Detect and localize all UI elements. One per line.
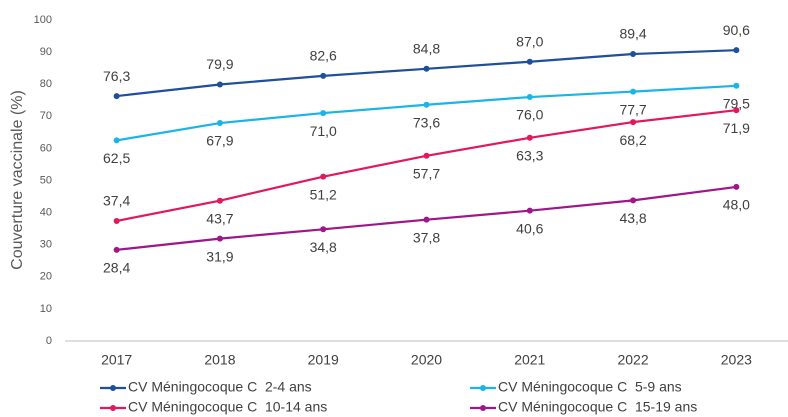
data-label: 48,0	[723, 197, 750, 213]
data-label: 79,5	[723, 96, 750, 112]
data-point	[423, 101, 430, 108]
data-point	[320, 72, 327, 79]
data-label: 57,7	[413, 165, 440, 181]
y-tick-label: 90	[40, 46, 52, 58]
data-point	[733, 183, 740, 190]
y-tick-label: 100	[34, 14, 52, 26]
y-tick-label: 60	[40, 142, 52, 154]
data-point	[216, 120, 223, 127]
x-tick-label: 2021	[514, 352, 545, 368]
data-label: 43,7	[206, 210, 233, 226]
y-tick-label: 40	[40, 207, 52, 219]
data-point	[320, 110, 327, 117]
y-tick-label: 0	[46, 335, 52, 347]
data-label: 63,3	[516, 148, 543, 164]
data-label: 84,8	[413, 40, 440, 56]
data-label: 68,2	[619, 132, 646, 148]
data-label: 73,6	[413, 114, 440, 130]
legend-marker	[110, 385, 116, 391]
data-point	[526, 94, 533, 101]
data-label: 31,9	[206, 248, 233, 264]
data-label: 51,2	[310, 186, 337, 202]
legend-marker	[480, 405, 486, 411]
x-tick-label: 2023	[721, 352, 752, 368]
data-point	[630, 51, 637, 58]
data-label: 62,5	[103, 150, 130, 166]
data-point	[423, 65, 430, 72]
data-point	[423, 152, 430, 159]
data-label: 89,4	[619, 26, 646, 42]
data-point	[733, 47, 740, 54]
data-point	[113, 217, 120, 224]
data-label: 76,0	[516, 107, 543, 123]
data-point	[526, 58, 533, 65]
data-label: 87,0	[516, 33, 543, 49]
data-label: 82,6	[310, 48, 337, 64]
data-point	[320, 173, 327, 180]
data-point	[526, 134, 533, 141]
legend-label: CV Méningocoque C 10-14 ans	[128, 399, 327, 415]
data-label: 79,9	[206, 56, 233, 72]
x-tick-label: 2019	[308, 352, 339, 368]
legend-label: CV Méningocoque C 2-4 ans	[128, 379, 312, 395]
data-label: 71,9	[723, 120, 750, 136]
x-tick-label: 2018	[204, 352, 235, 368]
data-point	[630, 197, 637, 204]
data-point	[733, 107, 740, 114]
y-tick-label: 20	[40, 271, 52, 283]
y-tick-label: 70	[40, 110, 52, 122]
data-point	[526, 207, 533, 214]
legend-marker	[480, 385, 486, 391]
data-point	[216, 197, 223, 204]
y-tick-label: 50	[40, 174, 52, 186]
data-point	[216, 235, 223, 242]
y-tick-label: 10	[40, 303, 52, 315]
x-tick-label: 2022	[617, 352, 648, 368]
legend-label: CV Méningocoque C 5-9 ans	[498, 379, 682, 395]
data-point	[113, 246, 120, 253]
data-point	[630, 119, 637, 126]
data-label: 37,8	[413, 229, 440, 245]
legend-label: CV Méningocoque C 15-19 ans	[498, 399, 697, 415]
legend-marker	[110, 405, 116, 411]
data-label: 40,6	[516, 220, 543, 236]
x-tick-label: 2017	[101, 352, 132, 368]
data-point	[630, 88, 637, 95]
data-point	[113, 93, 120, 100]
data-label: 34,8	[310, 239, 337, 255]
y-axis-title: Couverture vaccinale (%)	[9, 90, 26, 270]
data-label: 43,8	[619, 210, 646, 226]
data-point	[216, 81, 223, 88]
data-label: 71,0	[310, 123, 337, 139]
data-point	[733, 82, 740, 89]
data-point	[423, 216, 430, 223]
y-tick-label: 30	[40, 239, 52, 251]
data-label: 28,4	[103, 260, 130, 276]
data-label: 67,9	[206, 133, 233, 149]
data-point	[113, 137, 120, 144]
data-label: 37,4	[103, 193, 130, 209]
data-label: 90,6	[723, 22, 750, 38]
data-label: 77,7	[619, 101, 646, 117]
y-tick-label: 80	[40, 78, 52, 90]
data-point	[320, 226, 327, 233]
x-tick-label: 2020	[411, 352, 442, 368]
data-label: 76,3	[103, 68, 130, 84]
